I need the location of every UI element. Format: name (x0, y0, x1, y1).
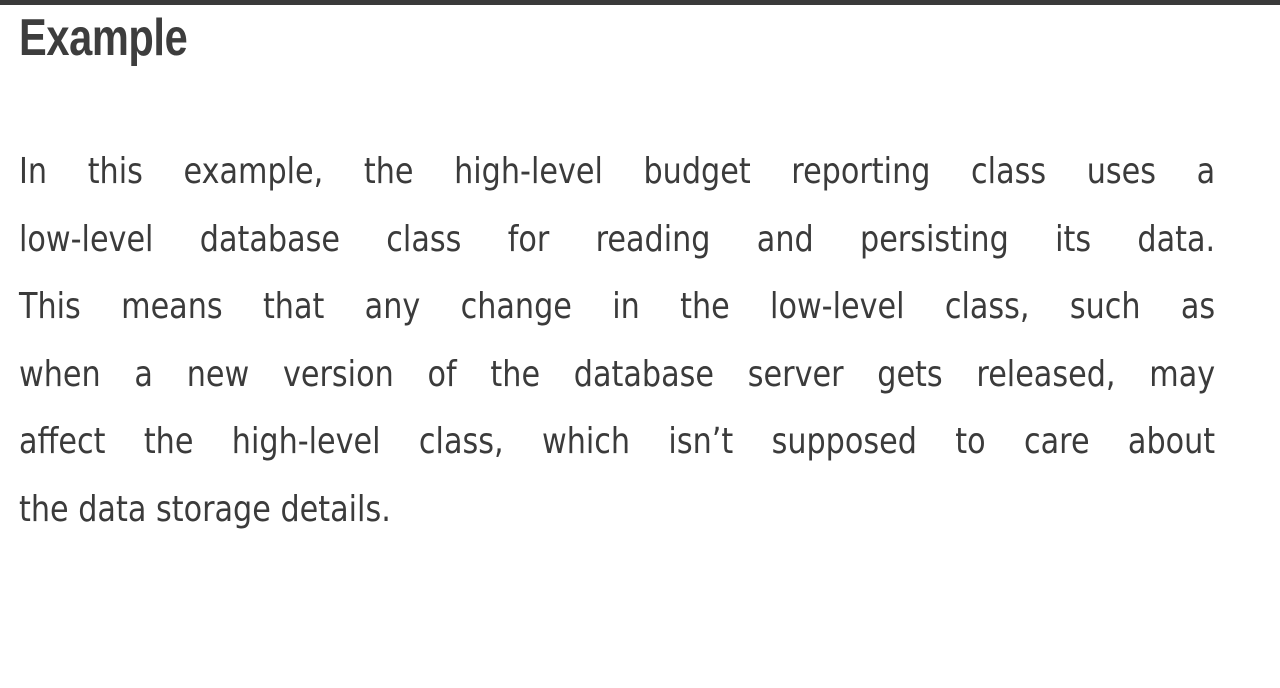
top-edge-bar (0, 0, 1280, 5)
section-heading: Example (19, 9, 188, 67)
paragraph-line: affect the high-level class, which isn’t… (19, 421, 1216, 463)
paragraph-line: low-level database class for reading and… (19, 218, 1216, 260)
paragraph-line: In this example, the high-level budget r… (19, 151, 1216, 192)
section-paragraph: In this example, the high-level budget r… (19, 138, 1215, 544)
document-page: Example In this example, the high-level … (0, 5, 1280, 688)
paragraph-line: when a new version of the database serve… (19, 353, 1216, 395)
paragraph-line: the data storage details. (19, 488, 391, 530)
paragraph-line: This means that any change in the low-le… (19, 286, 1216, 328)
